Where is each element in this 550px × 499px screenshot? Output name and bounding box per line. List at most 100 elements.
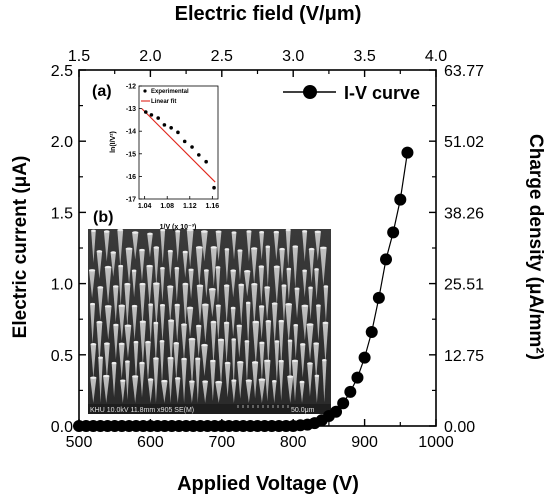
sem-nanowire-tip xyxy=(182,250,188,254)
right-tick-label: 38.26 xyxy=(444,205,484,222)
sem-nanowire-tip xyxy=(208,288,216,291)
sem-nanowire-tip xyxy=(236,324,242,327)
sem-nanowire xyxy=(224,362,231,398)
sem-nanowire xyxy=(286,268,292,301)
sem-nanowire xyxy=(201,345,208,377)
sem-nanowire-tip xyxy=(302,230,308,233)
sem-nanowire xyxy=(104,267,112,304)
sem-nanowire xyxy=(118,305,125,341)
data-point xyxy=(358,351,371,364)
sem-nanowire xyxy=(104,306,112,340)
sem-nanowire-tip xyxy=(188,337,196,341)
inset-x-tick-label: 1.08 xyxy=(160,203,174,210)
sem-nanowire xyxy=(160,268,165,303)
sem-nanowire-tip xyxy=(258,265,264,268)
sem-nanowire-tip xyxy=(118,304,125,307)
sem-nanowire xyxy=(89,270,96,299)
sem-nanowire xyxy=(110,252,116,277)
sem-nanowire-tip xyxy=(244,340,250,343)
sem-nanowire xyxy=(113,286,119,323)
series-points-iv xyxy=(73,146,414,432)
sem-nanowire-tip xyxy=(272,380,277,383)
data-point xyxy=(401,146,414,159)
legend: I-V curve xyxy=(283,83,420,103)
sem-nanowire-tip xyxy=(251,247,258,250)
sem-nanowire-tip xyxy=(271,302,278,305)
sem-nanowire-tip xyxy=(238,283,245,286)
sem-nanowire xyxy=(168,320,175,368)
sem-nanowire-tip xyxy=(259,231,265,234)
sem-nanowire xyxy=(238,284,245,326)
sem-nanowire-tip xyxy=(231,231,237,234)
sem-nanowire xyxy=(159,341,165,384)
sem-nanowire-tip xyxy=(287,339,293,342)
sem-nanowire xyxy=(195,358,201,403)
sem-nanowire-tip xyxy=(223,284,230,287)
sem-nanowire xyxy=(265,246,271,288)
sem-nanowire xyxy=(118,266,124,306)
sem-nanowire-tip xyxy=(146,264,153,268)
sem-nanowire-tip xyxy=(202,303,209,306)
sem-nanowire-tip xyxy=(308,286,313,289)
x-tick-label: 700 xyxy=(208,434,235,451)
right-tick-label: 63.77 xyxy=(444,63,484,80)
sem-nanowire-tip xyxy=(215,230,222,233)
sem-nanowire xyxy=(215,382,223,403)
top-tick-label: 2.0 xyxy=(139,48,161,65)
sem-nanowire xyxy=(258,306,265,340)
sem-nanowire-tip xyxy=(203,269,209,272)
sem-nanowire-tip xyxy=(104,305,112,308)
sem-caption-right: 50.0μm xyxy=(291,407,315,414)
sem-nanowire-tip xyxy=(174,303,180,307)
sem-nanowire xyxy=(124,284,131,327)
sem-nanowire xyxy=(230,307,236,337)
sem-nanowire-tip xyxy=(299,380,305,384)
sem-nanowire-tip xyxy=(281,284,287,287)
sem-nanowire-tip xyxy=(153,357,159,360)
sem-nanowire xyxy=(291,360,299,402)
sem-nanowire-tip xyxy=(182,282,189,286)
sem-nanowire-tip xyxy=(148,303,153,306)
sem-nanowire-tip xyxy=(215,266,221,269)
sem-nanowire-tip xyxy=(160,266,165,270)
sem-nanowire xyxy=(202,381,208,403)
inset-x-tick-label: 1.16 xyxy=(206,203,220,210)
sem-nanowire-tip xyxy=(285,228,291,232)
sem-nanowire-tip xyxy=(316,304,321,307)
sem-nanowire-tip xyxy=(215,304,221,307)
data-point xyxy=(337,397,350,410)
sem-nanowire xyxy=(322,322,329,364)
sem-nanowire xyxy=(103,376,110,403)
sem-nanowire xyxy=(153,283,160,328)
sem-nanowire xyxy=(196,325,202,358)
sem-nanowire-tip xyxy=(145,340,151,344)
sem-nanowire xyxy=(132,232,139,260)
right-tick-label: 0.00 xyxy=(444,419,475,436)
sem-nanowire xyxy=(314,231,321,262)
sem-nanowire-tip xyxy=(278,319,284,323)
x-tick-label: 1000 xyxy=(418,434,454,451)
sem-nanowire xyxy=(139,284,146,327)
x-tick-label: 500 xyxy=(66,434,93,451)
sem-nanowire xyxy=(244,271,251,297)
sem-nanowire xyxy=(251,248,258,285)
data-point xyxy=(380,253,393,266)
sem-nanowire-tip xyxy=(147,378,154,381)
sem-nanowire-tip xyxy=(96,320,103,324)
sem-nanowire xyxy=(313,343,319,380)
sem-nanowire xyxy=(98,357,103,403)
sem-nanowire-tip xyxy=(252,361,259,364)
y-tick-label: 2.0 xyxy=(51,134,73,151)
sem-nanowire-tip xyxy=(244,269,251,273)
sem-nanowire xyxy=(244,341,250,384)
sem-nanowire xyxy=(287,340,293,385)
sem-nanowire xyxy=(139,321,146,366)
sem-nanowire-tip xyxy=(118,342,125,345)
sem-nanowire xyxy=(202,304,209,343)
sem-nanowire xyxy=(125,361,130,400)
sem-nanowire-tip xyxy=(132,375,139,378)
sem-nanowire xyxy=(278,321,284,367)
sem-nanowire-tip xyxy=(210,246,217,249)
sem-nanowire xyxy=(147,233,153,258)
sem-nanowire xyxy=(182,283,189,327)
